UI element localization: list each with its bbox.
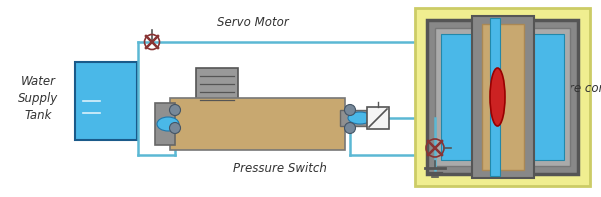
Bar [415, 8, 590, 186]
Ellipse shape [157, 117, 179, 131]
Circle shape [169, 104, 180, 115]
Text: Servo Motor: Servo Motor [217, 16, 289, 29]
Bar [435, 28, 570, 166]
Bar [489, 18, 499, 176]
Ellipse shape [490, 68, 505, 126]
Bar [75, 62, 137, 140]
Circle shape [344, 104, 356, 115]
Bar [155, 103, 175, 145]
Circle shape [169, 123, 180, 134]
Circle shape [344, 123, 356, 134]
Bar [427, 20, 578, 174]
Text: Pressure container: Pressure container [530, 82, 601, 95]
Bar [481, 24, 523, 170]
Bar [367, 107, 389, 129]
Bar [75, 62, 137, 140]
Bar [170, 98, 345, 150]
Text: Water
Supply
Tank: Water Supply Tank [18, 74, 58, 122]
Bar [196, 68, 238, 108]
Bar [340, 110, 380, 126]
Ellipse shape [348, 112, 372, 124]
Text: Pressure Switch: Pressure Switch [233, 162, 327, 175]
Bar [472, 16, 534, 178]
Bar [441, 34, 564, 160]
